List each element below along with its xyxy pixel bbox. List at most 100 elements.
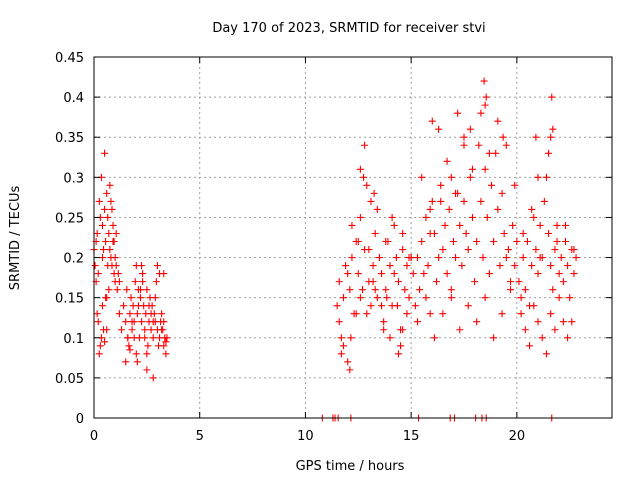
y-axis-label: SRMTID / TECUs [8, 186, 23, 291]
y-tick-label: 0.1 [63, 332, 84, 347]
x-axis-label: GPS time / hours [296, 459, 405, 474]
data-point [103, 189, 111, 197]
data-point [534, 318, 542, 326]
data-point [435, 125, 443, 133]
chart-title: Day 170 of 2023, SRMTID for receiver stv… [212, 21, 485, 36]
data-point [468, 165, 476, 173]
data-point [344, 358, 352, 366]
x-tick-label: 5 [196, 429, 204, 444]
data-point [360, 173, 368, 181]
data-point [564, 334, 572, 342]
data-point [98, 221, 106, 229]
data-point [490, 238, 498, 246]
data-point [105, 286, 113, 294]
data-point [145, 302, 153, 310]
data-point [437, 181, 445, 189]
data-point [570, 270, 578, 278]
data-point [542, 173, 550, 181]
data-point [572, 254, 580, 262]
data-point [498, 189, 506, 197]
data-point [511, 262, 519, 270]
data-point [542, 350, 550, 358]
data-point [418, 173, 426, 181]
data-point [483, 213, 491, 221]
y-tick-label: 0.15 [55, 292, 84, 307]
data-point [162, 338, 170, 346]
y-tick-label: 0.4 [63, 91, 84, 106]
data-point [139, 278, 147, 286]
data-point [96, 342, 104, 350]
data-point [369, 262, 377, 270]
data-point [460, 133, 468, 141]
data-point [452, 254, 460, 262]
data-point [517, 310, 525, 318]
data-point [449, 238, 457, 246]
data-point [409, 270, 417, 278]
data-point [94, 318, 102, 326]
data-point [373, 294, 381, 302]
data-point [138, 262, 146, 270]
data-point [499, 133, 507, 141]
data-point [147, 326, 155, 334]
x-tick-label: 10 [297, 429, 314, 444]
data-point [509, 221, 517, 229]
data-point [382, 286, 390, 294]
data-point [403, 262, 411, 270]
data-point [365, 246, 373, 254]
data-point [511, 181, 519, 189]
data-point [496, 262, 504, 270]
data-point [502, 141, 510, 149]
data-point [494, 117, 502, 125]
data-point [112, 229, 120, 237]
data-point [504, 246, 512, 254]
data-point [513, 238, 521, 246]
data-point [557, 254, 565, 262]
data-point [141, 326, 149, 334]
data-point [411, 302, 419, 310]
data-point [481, 165, 489, 173]
data-point [454, 109, 462, 117]
data-point [405, 294, 413, 302]
data-point [462, 229, 470, 237]
data-point [413, 318, 421, 326]
data-point [151, 294, 159, 302]
data-point [428, 197, 436, 205]
data-point [548, 93, 556, 101]
data-point [133, 358, 141, 366]
data-point [122, 318, 130, 326]
data-point [115, 278, 123, 286]
data-point [100, 326, 108, 334]
data-point [91, 262, 99, 270]
data-point [447, 294, 455, 302]
data-point [367, 302, 375, 310]
data-point [534, 270, 542, 278]
data-point [371, 229, 379, 237]
data-point [561, 238, 569, 246]
data-point [553, 221, 561, 229]
data-point [566, 294, 574, 302]
data-point [447, 286, 455, 294]
data-point [481, 294, 489, 302]
data-point [452, 189, 460, 197]
data-point [549, 286, 557, 294]
data-point [532, 246, 540, 254]
data-point [162, 350, 170, 358]
data-point [424, 262, 432, 270]
data-point [346, 286, 354, 294]
data-point [441, 221, 449, 229]
data-point [133, 310, 141, 318]
data-point [570, 246, 578, 254]
data-point [352, 310, 360, 318]
data-point [399, 229, 407, 237]
data-point [519, 254, 527, 262]
data-point [333, 302, 341, 310]
data-point [561, 221, 569, 229]
data-point [473, 238, 481, 246]
data-point [482, 93, 490, 101]
data-point [143, 350, 151, 358]
data-point [378, 302, 386, 310]
data-point [144, 342, 152, 350]
data-point [348, 221, 356, 229]
data-point [126, 310, 134, 318]
